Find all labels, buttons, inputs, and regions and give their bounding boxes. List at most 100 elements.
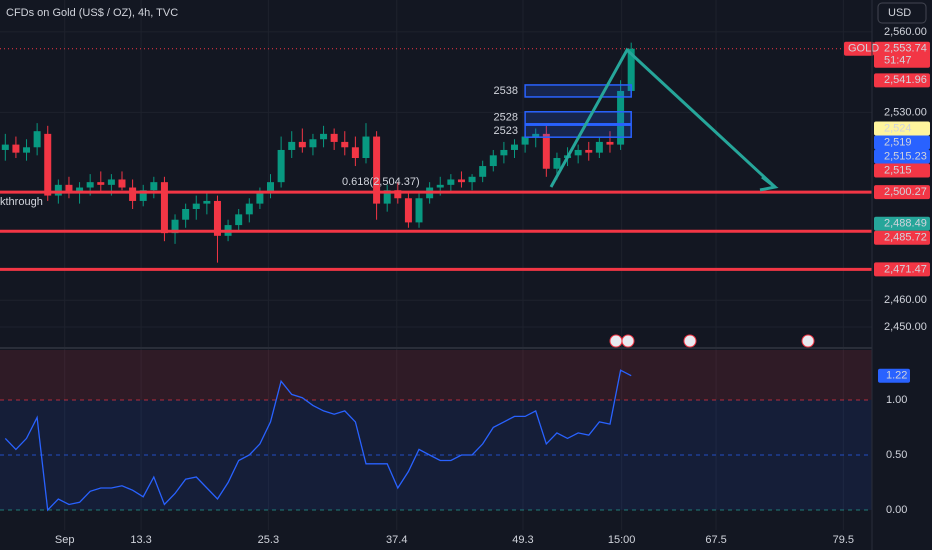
note-label: 0.618(2,504.37) [342, 176, 420, 188]
candle-body [267, 182, 275, 193]
symbol-tag [844, 41, 874, 56]
x-tick-label: 49.3 [512, 534, 533, 546]
candle-body [521, 136, 529, 145]
price-tag-label: 2,488.49 [884, 218, 927, 230]
event-icon[interactable] [801, 334, 815, 348]
event-icon[interactable] [609, 334, 623, 348]
price-tag-label: 2,541.96 [884, 74, 927, 86]
y-tick-label: 2,450.00 [884, 321, 927, 333]
candle-body [54, 184, 62, 196]
x-tick-label: 25.3 [258, 534, 279, 546]
price-tag [874, 216, 930, 231]
candle-body [203, 200, 211, 204]
y-tick-label: 1.00 [886, 394, 907, 406]
candle-body [65, 184, 73, 193]
candle-body [627, 48, 635, 91]
candle-body [23, 147, 31, 153]
candle-body [617, 90, 625, 145]
drawn-pattern [549, 47, 777, 189]
candle-body [330, 133, 338, 142]
price-tag-label: 2,519 [884, 136, 912, 148]
candle-body [1, 144, 9, 150]
price-tag [874, 262, 930, 277]
candle-body [447, 179, 455, 185]
candle-body [245, 203, 253, 215]
candle-body [606, 141, 614, 145]
y-tick-label: 0.50 [886, 449, 907, 461]
price-tag [874, 41, 930, 68]
level-box-label: 2538 [494, 85, 518, 97]
price-tag [874, 121, 930, 136]
symbol-tag-label: GOLD [848, 43, 879, 55]
candle-body [171, 219, 179, 234]
candle-body [277, 149, 285, 183]
y-tick-label: 2,460.00 [884, 294, 927, 306]
candle-body [457, 179, 465, 183]
price-tag [874, 163, 930, 178]
price-tag-label: 2,500.27 [884, 186, 927, 198]
x-tick-label: 13.3 [130, 534, 151, 546]
x-tick-label: 37.4 [386, 534, 407, 546]
level-box-label: 2528 [494, 112, 518, 124]
candle-body [373, 136, 381, 204]
last-value-tag [878, 368, 910, 383]
candle-body [129, 187, 137, 201]
candle-body [213, 200, 221, 236]
event-icon[interactable] [621, 334, 635, 348]
candle-body [97, 182, 105, 185]
oscillator-line [4, 369, 632, 512]
candle-body [468, 176, 476, 183]
candle-body [500, 149, 508, 156]
candle-body [309, 139, 317, 148]
currency-button[interactable] [877, 2, 927, 24]
candle-body [351, 147, 359, 159]
y-tick-label: 2,530.00 [884, 106, 927, 118]
candle-body [160, 182, 168, 234]
candle-body [192, 203, 200, 209]
price-tag-label: 2,515.23 [884, 150, 927, 162]
note-label: kthrough [0, 196, 43, 208]
price-tag-label: 2,524 [884, 122, 912, 134]
price-tag [874, 135, 930, 150]
candle-body [553, 158, 561, 169]
candle-body [320, 133, 328, 140]
candle-body [489, 155, 497, 167]
level-box [524, 111, 632, 125]
price-tag [874, 185, 930, 200]
candle-body [139, 190, 147, 201]
event-icon[interactable] [683, 334, 697, 348]
candle-body [479, 166, 487, 177]
candle-body [44, 133, 52, 196]
candle-body [585, 149, 593, 153]
event-icons [609, 334, 815, 348]
candle-body [107, 179, 115, 185]
level-box-label: 2523 [494, 125, 518, 137]
y-tick-label: 2,560.00 [884, 26, 927, 38]
currency-label: USD [888, 7, 911, 19]
candle-body [383, 190, 391, 204]
x-tick-label: 79.5 [833, 534, 854, 546]
candle-body [532, 133, 540, 137]
price-tag [874, 73, 930, 88]
x-tick-label: 15:00 [608, 534, 636, 546]
price-tag [874, 149, 930, 164]
candle-body [33, 131, 41, 148]
candle-body [574, 149, 582, 156]
candle-body [256, 192, 264, 204]
x-tick-label: 67.5 [705, 534, 726, 546]
candle-body [288, 141, 296, 150]
candle-body [76, 187, 84, 193]
price-tag-label: 2,515 [884, 164, 912, 176]
price-tag-label: 2,471.47 [884, 263, 927, 275]
price-tag [874, 230, 930, 245]
candle-body [394, 190, 402, 199]
candle-body [404, 198, 412, 223]
price-tag-label: 2,485.72 [884, 232, 927, 244]
candle-body [150, 182, 158, 191]
candle-body [341, 141, 349, 148]
candle-body [235, 214, 243, 226]
candle-body [298, 141, 306, 148]
drawn-arrowhead [759, 175, 779, 192]
candle-body [415, 198, 423, 223]
